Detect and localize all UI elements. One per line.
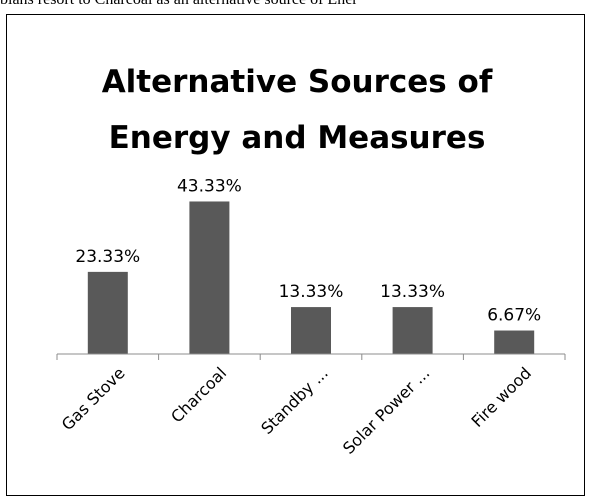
data-label-1: 23.33% (75, 247, 140, 267)
data-label-3: 13.33% (279, 282, 344, 302)
category-label-2: Charcoal (167, 363, 230, 426)
data-label-4: 13.33% (380, 282, 445, 302)
bar-1 (87, 271, 128, 354)
bar-4 (392, 307, 433, 354)
top-caption: bians resort to Charcoal as an alternati… (0, 0, 594, 9)
bar-2 (189, 201, 230, 354)
category-label-3: Standby ... (257, 363, 332, 438)
category-labels-group: Gas Stove Charcoal Standby ... Solar Power … (58, 363, 535, 457)
data-labels-group: 23.33% 43.33% 13.33% 13.33% 6.67% (75, 176, 541, 325)
bar-5 (494, 330, 535, 354)
bar-3 (291, 307, 331, 354)
x-ticks-group (56, 354, 566, 360)
bars-group (87, 201, 535, 354)
chart-title: Alternative Sources of Energy and Measure… (102, 64, 493, 156)
chart-title-line-1: Alternative Sources of (102, 64, 493, 100)
category-label-5: Fire wood (468, 363, 536, 431)
chart-frame (6, 14, 585, 496)
category-label-4: Solar Power ... (339, 363, 433, 457)
data-label-2: 43.33% (177, 176, 242, 196)
data-label-5: 6.67% (487, 306, 541, 326)
chart-title-line-2: Energy and Measures (109, 120, 486, 156)
category-label-1: Gas Stove (58, 363, 129, 434)
